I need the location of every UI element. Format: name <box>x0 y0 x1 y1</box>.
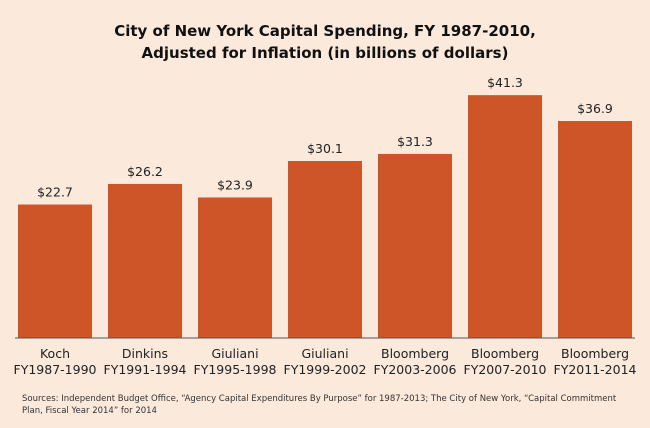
value-label-6: $41.3 <box>487 75 523 90</box>
category-label-4-line-1: Giuliani <box>301 346 348 361</box>
category-label-3-line-1: Giuliani <box>211 346 258 361</box>
source-note: Sources: Independent Budget Office, “Age… <box>22 394 617 416</box>
value-label-5: $31.3 <box>397 134 433 149</box>
bar-3 <box>198 197 272 338</box>
bar-4 <box>288 161 362 338</box>
category-label-2-line-2: FY1991-1994 <box>104 362 187 377</box>
chart-title-line-2: Adjusted for Inflation (in billions of d… <box>141 44 509 62</box>
category-label-6-line-1: Bloomberg <box>471 346 539 361</box>
category-label-7-line-2: FY2011-2014 <box>554 362 637 377</box>
category-label-1-line-2: FY1987-1990 <box>14 362 97 377</box>
bar-6 <box>468 95 542 338</box>
bars-layer <box>18 95 632 338</box>
value-label-1: $22.7 <box>37 185 73 200</box>
category-label-6-line-2: FY2007-2010 <box>464 362 547 377</box>
category-label-4-line-2: FY1999-2002 <box>284 362 367 377</box>
bar-1 <box>18 204 92 338</box>
category-label-5-line-2: FY2003-2006 <box>374 362 457 377</box>
bar-5 <box>378 153 452 338</box>
category-label-1-line-1: Koch <box>40 346 70 361</box>
value-label-2: $26.2 <box>127 164 163 179</box>
category-label-7-line-1: Bloomberg <box>561 346 629 361</box>
bar-2 <box>108 183 182 338</box>
bar-7 <box>558 121 632 338</box>
chart-title-line-1: City of New York Capital Spending, FY 19… <box>114 22 536 40</box>
category-label-5-line-1: Bloomberg <box>381 346 449 361</box>
value-label-3: $23.9 <box>217 177 253 192</box>
value-label-7: $36.9 <box>577 101 613 116</box>
category-label-3-line-2: FY1995-1998 <box>194 362 277 377</box>
chart-title: City of New York Capital Spending, FY 19… <box>0 20 650 64</box>
category-label-2-line-1: Dinkins <box>122 346 168 361</box>
value-label-4: $30.1 <box>307 141 343 156</box>
